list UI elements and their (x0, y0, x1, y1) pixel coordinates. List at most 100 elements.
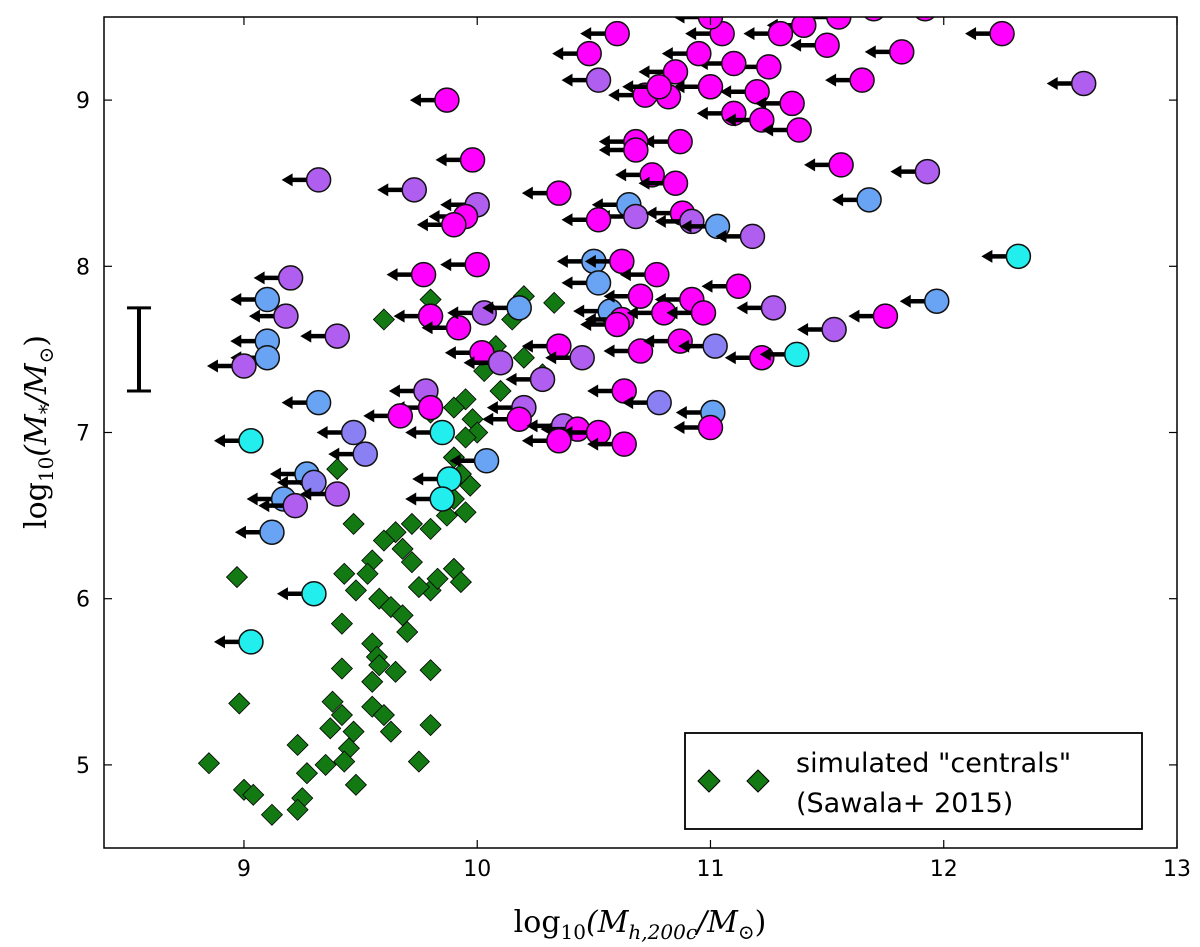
observed-point (755, 90, 805, 117)
sim-central-point (400, 551, 423, 574)
observed-point (603, 283, 654, 309)
observed-point (213, 629, 264, 655)
x-label-log: log (514, 905, 561, 940)
observed-circle (324, 481, 351, 507)
observed-circle (611, 431, 637, 457)
sim-central-point (326, 457, 349, 481)
observed-circle (690, 300, 717, 326)
upper-limit-arrowhead (230, 334, 242, 348)
observed-point (258, 492, 309, 519)
observed-circle (434, 87, 460, 113)
observed-point (619, 261, 670, 288)
upper-limit-arrowhead (561, 276, 573, 290)
observed-circle (697, 414, 724, 441)
upper-limit-arrowhead (790, 38, 802, 52)
legend-marker-right (746, 769, 770, 793)
upper-limit-arrowhead (561, 213, 573, 227)
upper-limit-arrowhead (848, 309, 860, 323)
upper-limit-arrowhead (463, 356, 475, 370)
observed-point (416, 212, 467, 238)
upper-limit-arrowhead (234, 525, 246, 539)
observed-circle (273, 303, 299, 329)
legend-marker-left (697, 769, 721, 793)
observed-circle (609, 248, 635, 275)
upper-limit-arrowhead (440, 258, 452, 272)
upper-limit-arrowhead (645, 206, 657, 220)
observed-point (587, 378, 637, 404)
observed-circle (739, 223, 766, 250)
observed-point (1046, 70, 1097, 97)
upper-limit-arrowhead (584, 254, 596, 268)
observed-point (281, 167, 332, 193)
sim-central-point (449, 571, 472, 594)
observed-point (720, 79, 770, 105)
x-tick-label: 12 (930, 857, 958, 882)
observed-point (661, 40, 712, 67)
sim-central-point (372, 529, 395, 552)
upper-limit-arrowhead (412, 472, 424, 486)
sim-central-point (333, 750, 356, 773)
observed-circle (604, 311, 630, 338)
observed-point (281, 389, 332, 416)
sim-central-point (543, 291, 566, 314)
upper-limit-arrowhead (797, 322, 809, 336)
sim-central-point (286, 798, 309, 821)
sim-central-point (372, 703, 395, 727)
observed-circle (697, 74, 724, 100)
observed-circle (506, 406, 532, 432)
sim-central-point (400, 512, 423, 535)
upper-limit-arrowhead (673, 421, 685, 435)
x-label-sun-sub: ⊙ (738, 920, 755, 944)
upper-limit-arrowhead (393, 309, 405, 323)
observed-circle (340, 419, 367, 446)
upper-limit-arrowhead (580, 317, 592, 331)
observed-point (234, 519, 285, 545)
observed-circle (254, 286, 281, 313)
upper-limit-arrowhead (701, 279, 713, 293)
sim-central-point (454, 388, 477, 411)
upper-limit-arrowhead (864, 45, 876, 59)
observed-point (759, 341, 810, 368)
observed-circle (662, 170, 689, 196)
upper-limit-arrowhead (444, 346, 456, 360)
observed-circle (506, 295, 532, 321)
observed-point (915, 17, 935, 22)
y-label-msun: /M (19, 362, 54, 407)
upper-limit-arrowhead (587, 437, 599, 451)
upper-limit-arrowhead (643, 135, 655, 149)
observed-point (561, 207, 612, 233)
sim-central-point (512, 346, 535, 369)
observed-point (890, 158, 941, 185)
observed-circle (585, 419, 612, 446)
observed-point (328, 441, 379, 467)
upper-limit-arrowhead (666, 306, 678, 320)
observed-circle (915, 17, 935, 22)
observed-circle (546, 428, 572, 454)
sim-central-point (295, 762, 319, 785)
observed-point (622, 74, 672, 100)
upper-limit-arrowhead (643, 334, 655, 348)
observed-point (482, 295, 532, 321)
observed-circle (1005, 243, 1032, 270)
upper-limit-arrowhead (696, 106, 708, 120)
upper-limit-arrowhead (316, 426, 328, 439)
observed-point (300, 481, 351, 507)
observed-point (463, 349, 514, 376)
observed-circle (441, 212, 467, 238)
upper-limit-arrowhead (388, 384, 400, 398)
upper-limit-arrowhead (1046, 76, 1058, 90)
observed-circle (749, 107, 775, 133)
sim-central-point (368, 587, 391, 610)
observed-point (666, 300, 717, 326)
x-label-m-sub: h,200c (628, 920, 697, 944)
observed-point (561, 270, 612, 296)
observed-circle (864, 17, 884, 22)
observed-point (405, 419, 455, 446)
upper-limit-arrowhead (521, 339, 533, 353)
x-tick-label: 9 (237, 857, 251, 882)
observed-circle (644, 261, 670, 288)
sim-central-point (344, 579, 367, 602)
observed-circle (679, 208, 705, 235)
observed-circle (277, 265, 304, 291)
upper-limit-arrowhead (587, 384, 599, 398)
